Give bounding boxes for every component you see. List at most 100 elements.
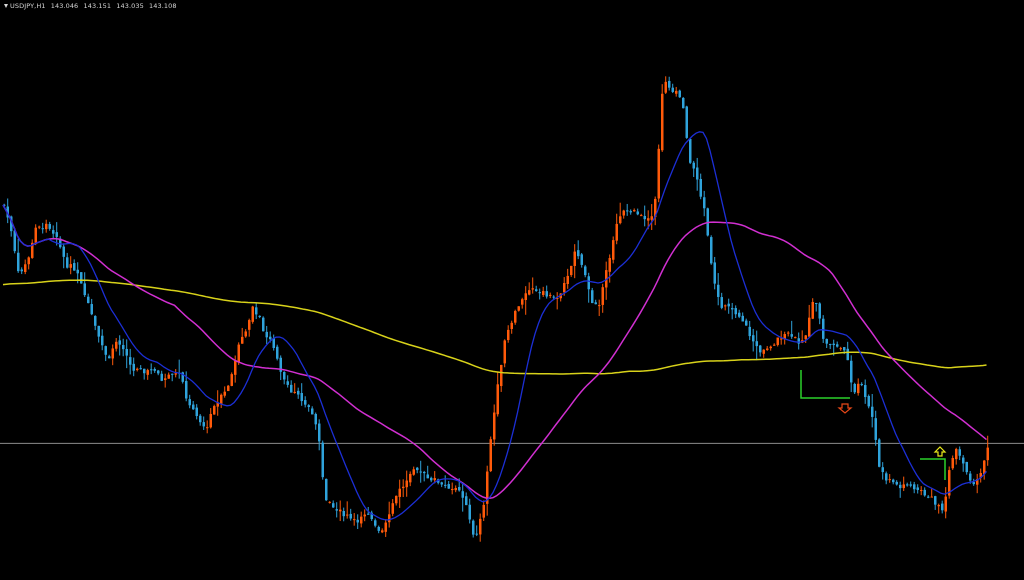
candle-body [685,106,688,138]
candle [41,222,44,234]
candle [349,508,352,521]
candle [794,336,797,339]
candle [73,259,76,271]
candle-body [328,501,331,503]
candle [955,447,958,465]
candle [633,208,636,212]
candle [689,138,692,165]
candle-body [713,262,716,284]
candle-body [388,514,391,523]
candle-body [237,344,240,363]
candle [17,238,20,273]
candle [104,345,107,362]
candle-body [356,519,359,523]
dropdown-icon[interactable] [4,4,8,8]
candle [220,393,223,409]
candle [419,460,422,483]
candles-layer [3,76,989,542]
candle [769,345,772,351]
candle [808,304,811,337]
candle [444,475,447,489]
candle-body [857,383,860,394]
candle [426,465,429,479]
candle-body [587,276,590,290]
candle [696,157,699,191]
symbol-label: USDJPY,H1 [10,2,46,10]
candle [402,479,405,498]
candle [871,393,874,428]
symbol-header: USDJPY,H1 143.046 143.151 143.035 143.10… [4,2,180,10]
candle [209,408,212,429]
candle-body [528,290,531,295]
candle [524,286,527,315]
candle [500,364,503,392]
candle-body [790,334,793,337]
candle [465,492,468,506]
candle [388,501,391,528]
candle [59,236,62,249]
candle-body [871,406,874,417]
candle [902,476,905,492]
open-value: 143.046 [50,2,79,10]
candle-body [216,402,219,407]
candle [766,346,769,351]
candle [909,481,912,488]
candle [745,318,748,326]
candle-body [482,504,485,518]
candle [934,495,937,510]
candle-body [325,478,328,501]
candle-body [307,405,310,407]
candle-body [346,514,349,516]
candle [752,328,755,352]
candle-body [139,368,142,370]
candle-body [447,484,450,489]
candle [892,478,895,485]
candle [930,488,933,498]
candle-body [878,439,881,467]
candle-body [874,418,877,440]
candle-body [230,374,233,386]
candle [472,519,475,538]
candle-body [374,520,377,526]
candle [836,341,839,348]
candle-body [895,481,898,485]
candle-body [318,423,321,442]
candle [608,254,611,283]
candle-body [398,488,401,497]
candle-body [279,357,282,372]
candle-body [73,263,76,271]
candle [45,219,48,233]
candle-body [570,265,573,276]
candle [122,338,125,357]
candle-body [167,374,170,379]
candle [227,384,230,392]
candle-body [727,303,730,307]
candle [979,468,982,483]
candle-body [507,329,510,341]
candle-body [6,206,9,218]
candle [703,190,706,217]
candle-body [542,291,545,295]
candle-body [899,484,902,489]
candle-body [496,384,499,415]
candle [850,355,853,393]
candle [363,509,366,522]
candle [13,227,16,254]
candle-body [678,90,681,98]
candle [748,320,751,341]
candle-body [349,513,352,519]
candle-body [223,391,226,396]
candle [433,471,436,484]
candle [510,320,513,334]
candle-body [741,315,744,322]
candle-body [24,264,27,272]
candle [647,210,650,230]
candle-body [118,340,121,345]
candle [24,259,27,275]
candle-body [286,381,289,385]
candle-body [650,216,653,220]
candle [101,329,104,351]
candle [94,315,97,331]
